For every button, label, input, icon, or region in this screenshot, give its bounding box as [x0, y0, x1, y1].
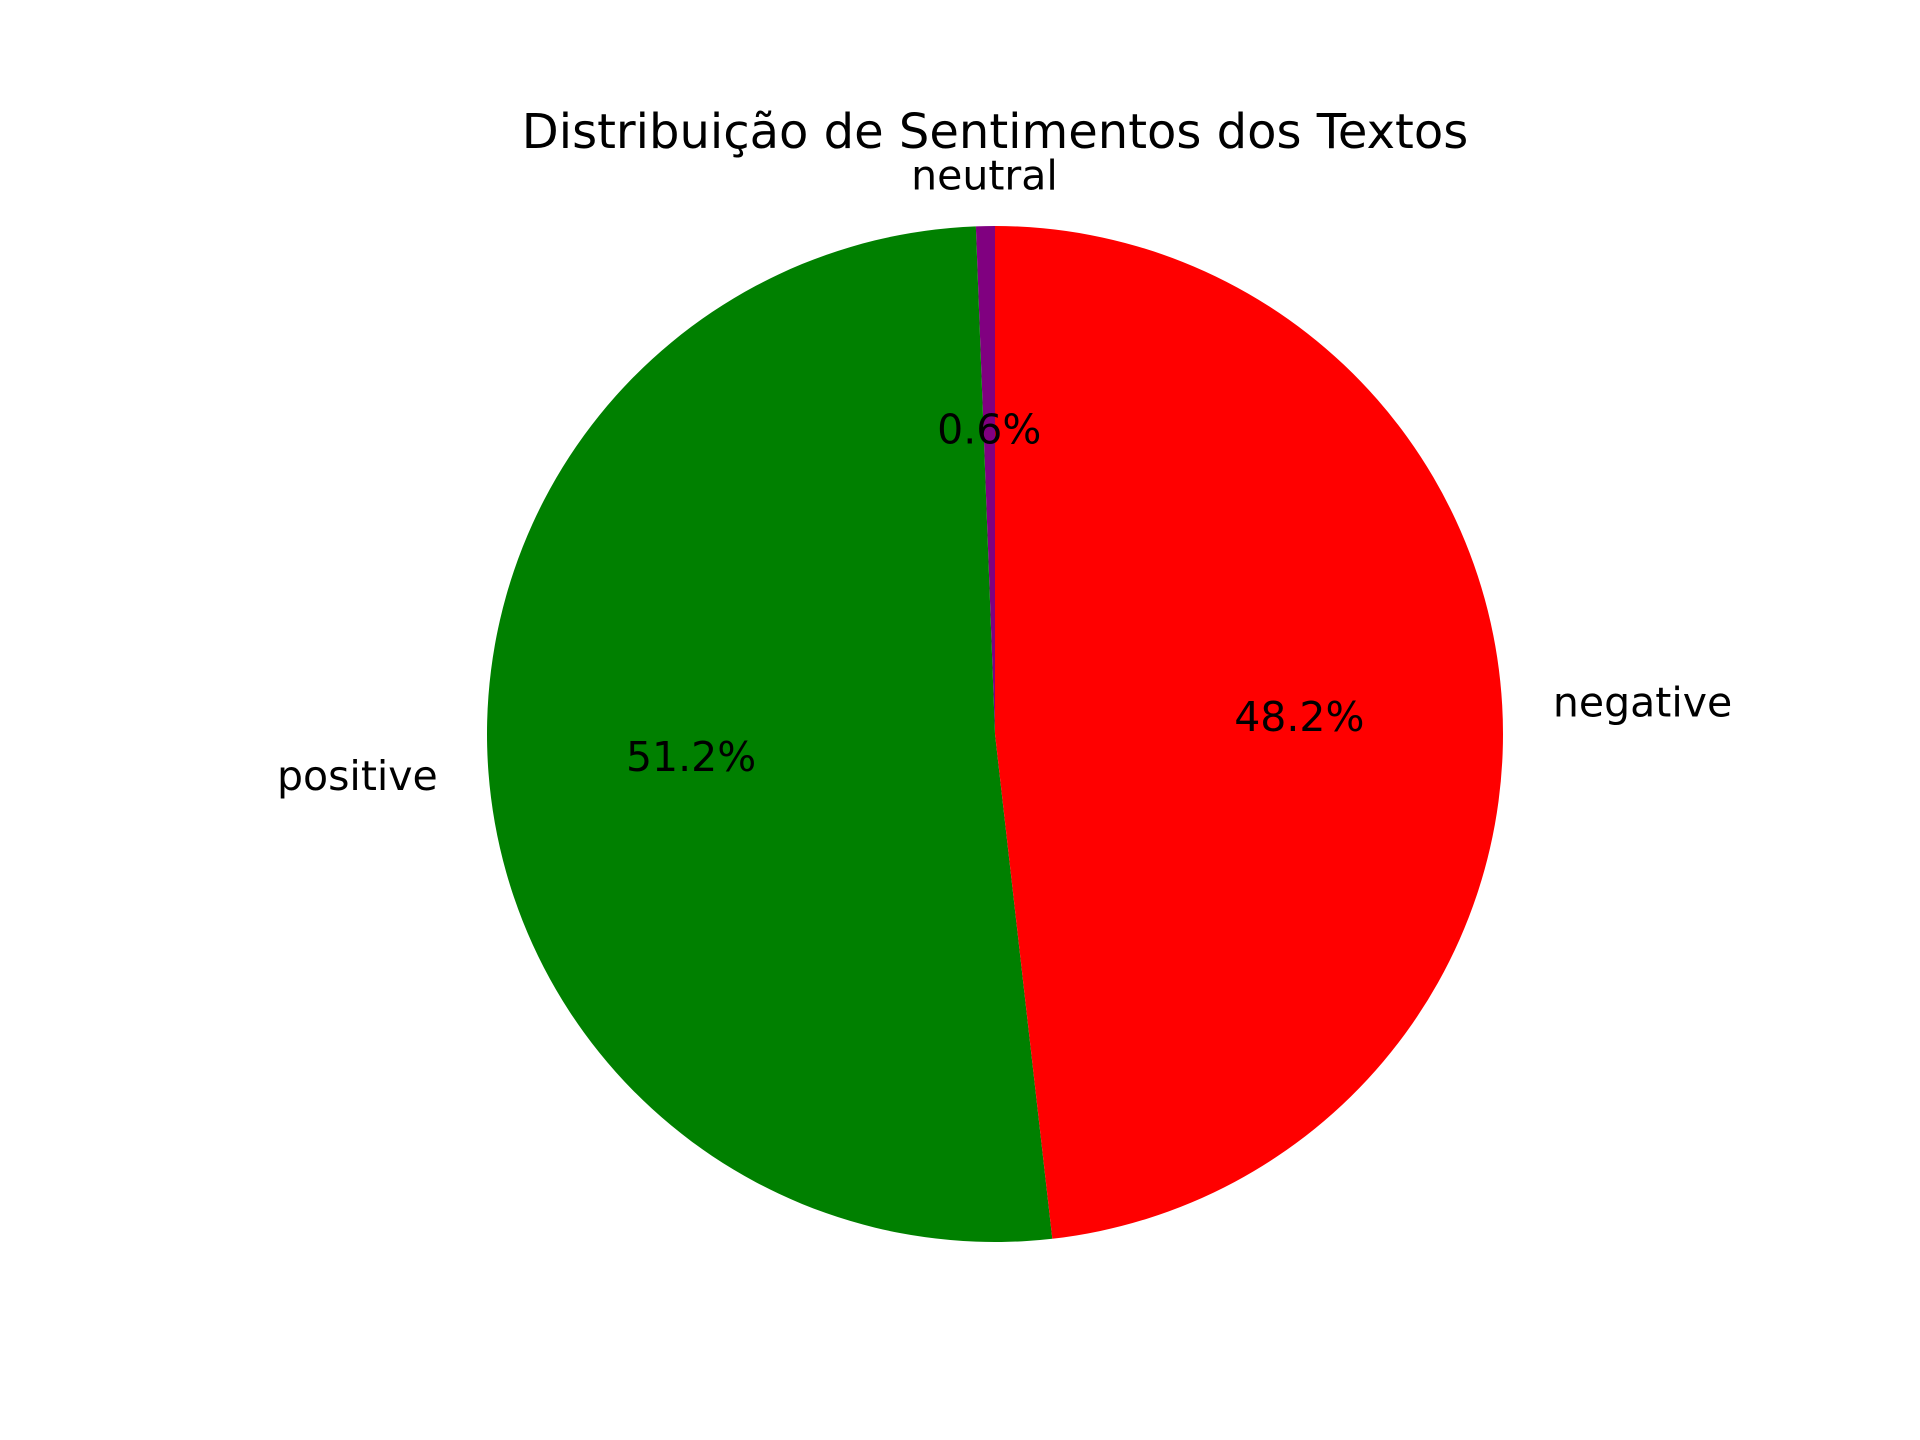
slice-percent-positive: 51.2% — [626, 733, 756, 781]
slice-label-positive: positive — [277, 752, 438, 800]
pie-slices — [487, 226, 1503, 1242]
pie-slice-neutral — [975, 226, 995, 734]
pie-labels: neutral 0.6% positive 51.2% negative 48.2% — [277, 151, 1732, 800]
slice-percent-neutral: 0.6% — [937, 405, 1041, 453]
chart-title: Distribuição de Sentimentos dos Textos — [522, 104, 1468, 160]
pie-slice-negative — [995, 226, 1503, 1239]
slice-label-negative: negative — [1553, 678, 1732, 726]
pie-slice-positive — [487, 226, 1053, 1242]
slice-percent-negative: 48.2% — [1234, 693, 1364, 741]
slice-label-neutral: neutral — [911, 151, 1058, 199]
